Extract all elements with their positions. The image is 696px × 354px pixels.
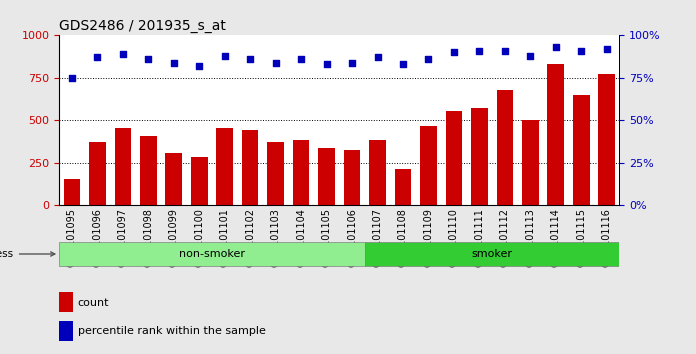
Bar bbox=[599, 74, 615, 205]
Point bbox=[448, 50, 459, 55]
Bar bbox=[267, 142, 284, 205]
Point bbox=[525, 53, 536, 59]
Point bbox=[321, 62, 332, 67]
Bar bbox=[573, 95, 590, 205]
Bar bbox=[496, 90, 513, 205]
Bar bbox=[420, 126, 436, 205]
Bar bbox=[242, 130, 258, 205]
Bar bbox=[191, 157, 207, 205]
Text: stress: stress bbox=[0, 249, 55, 259]
Point bbox=[601, 46, 612, 52]
Bar bbox=[344, 150, 361, 205]
Point bbox=[66, 75, 77, 81]
Point bbox=[296, 56, 307, 62]
Bar bbox=[59, 321, 72, 341]
Bar bbox=[216, 128, 233, 205]
Point bbox=[347, 60, 358, 65]
Bar bbox=[548, 64, 564, 205]
Bar bbox=[318, 148, 335, 205]
Bar bbox=[369, 140, 386, 205]
Text: GDS2486 / 201935_s_at: GDS2486 / 201935_s_at bbox=[59, 19, 226, 33]
Point bbox=[117, 51, 128, 57]
Bar bbox=[89, 142, 106, 205]
Bar bbox=[166, 154, 182, 205]
Point bbox=[372, 55, 383, 60]
Bar bbox=[140, 136, 157, 205]
Point bbox=[92, 55, 103, 60]
Point bbox=[168, 60, 180, 65]
Point bbox=[397, 62, 409, 67]
Bar bbox=[471, 108, 488, 205]
Point bbox=[551, 45, 562, 50]
Bar bbox=[59, 292, 72, 312]
Text: smoker: smoker bbox=[472, 249, 512, 259]
Bar bbox=[59, 242, 365, 266]
Bar bbox=[115, 128, 131, 205]
Text: non-smoker: non-smoker bbox=[179, 249, 245, 259]
Point bbox=[474, 48, 485, 53]
Bar bbox=[63, 179, 80, 205]
Point bbox=[193, 63, 205, 69]
Point bbox=[244, 56, 255, 62]
Text: count: count bbox=[78, 298, 109, 308]
Point bbox=[219, 53, 230, 59]
Point bbox=[499, 48, 510, 53]
Bar bbox=[522, 120, 539, 205]
Bar bbox=[445, 111, 462, 205]
Bar bbox=[365, 242, 619, 266]
Text: percentile rank within the sample: percentile rank within the sample bbox=[78, 326, 266, 336]
Point bbox=[143, 56, 154, 62]
Bar bbox=[395, 169, 411, 205]
Point bbox=[270, 60, 281, 65]
Point bbox=[423, 56, 434, 62]
Bar bbox=[293, 140, 310, 205]
Point bbox=[576, 48, 587, 53]
